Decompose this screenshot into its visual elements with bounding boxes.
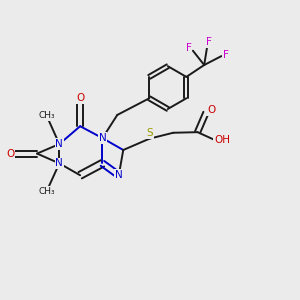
Text: CH₃: CH₃ [38,111,55,120]
Text: F: F [223,50,229,60]
Text: F: F [185,43,191,53]
Text: OH: OH [214,136,230,146]
Text: N: N [56,158,63,168]
Text: CH₃: CH₃ [38,187,55,196]
Text: N: N [56,139,63,149]
Text: N: N [99,133,106,143]
Text: O: O [6,148,14,159]
Text: O: O [76,93,84,103]
Text: N: N [115,170,123,180]
Text: F: F [206,37,211,47]
Text: S: S [147,128,153,138]
Text: O: O [207,105,215,115]
